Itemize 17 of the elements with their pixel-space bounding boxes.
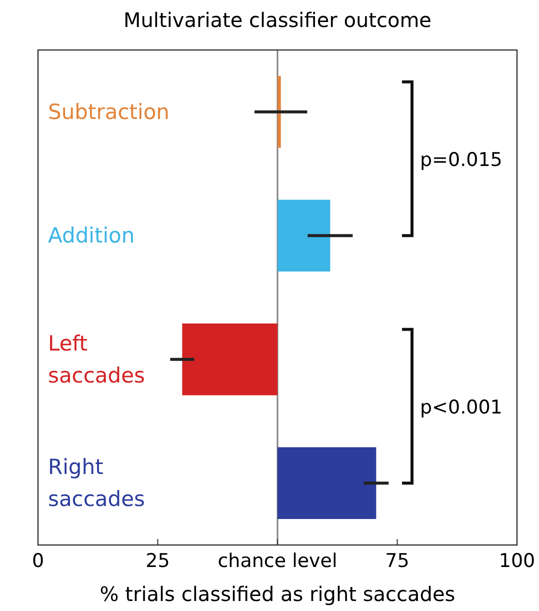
y-tick-label: Addition [48, 224, 135, 248]
x-axis-title: % trials classified as right saccades [100, 582, 456, 606]
chart-title: Multivariate classifier outcome [124, 8, 432, 32]
annotation: p<0.001 [420, 396, 502, 418]
bar [278, 447, 376, 520]
y-tick-label: Subtraction [48, 100, 170, 124]
x-tick-label: chance level [218, 550, 338, 572]
y-tick-label: Left saccades [48, 331, 145, 388]
y-tick-label: Right saccades [48, 455, 145, 512]
x-tick-label: 100 [498, 550, 536, 572]
bar [278, 76, 281, 148]
x-tick-label: 75 [385, 550, 410, 572]
annotation: p=0.015 [420, 148, 502, 171]
x-tick-label: 0 [32, 550, 44, 572]
bar [182, 323, 278, 396]
x-tick-label: 25 [146, 550, 170, 572]
bar [278, 200, 330, 272]
